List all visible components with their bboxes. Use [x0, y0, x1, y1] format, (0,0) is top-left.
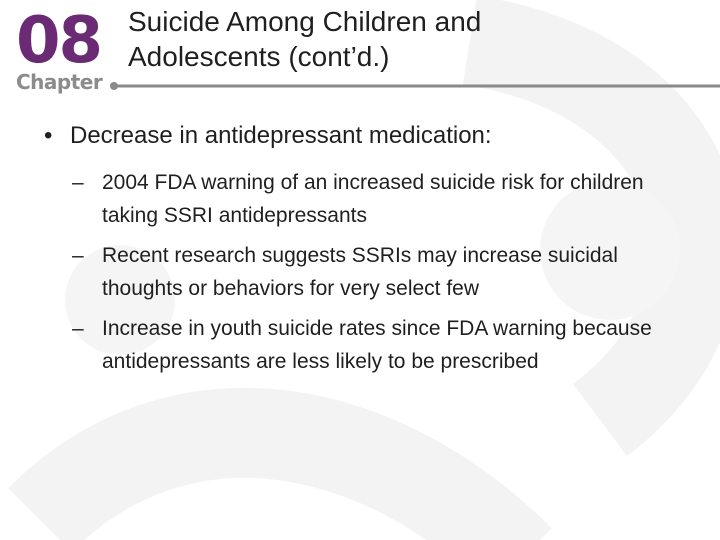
- sub-bullet-item: – 2004 FDA warning of an increased suici…: [40, 166, 680, 232]
- rule-line: [114, 84, 720, 88]
- bullet-marker: •: [44, 122, 53, 149]
- dash-marker: –: [72, 317, 84, 340]
- sub-bullet-item: – Recent research suggests SSRIs may inc…: [40, 239, 680, 305]
- sub-bullet-text: Recent research suggests SSRIs may incre…: [102, 244, 618, 300]
- chapter-label: Chapter: [16, 70, 103, 94]
- sub-bullet-text: Increase in youth suicide rates since FD…: [102, 317, 652, 373]
- main-bullet-text: Decrease in antidepressant medication:: [70, 122, 492, 149]
- title-underline-rule: [110, 82, 720, 90]
- dash-marker: –: [72, 244, 84, 267]
- chapter-badge: 08 Chapter: [14, 6, 104, 98]
- dash-marker: –: [72, 171, 84, 194]
- main-bullet: • Decrease in antidepressant medication:: [40, 118, 680, 154]
- slide-title: Suicide Among Children and Adolescents (…: [128, 6, 482, 72]
- sub-bullet-list: – 2004 FDA warning of an increased suici…: [40, 166, 680, 378]
- slide-content: • Decrease in antidepressant medication:…: [40, 118, 680, 385]
- sub-bullet-text: 2004 FDA warning of an increased suicide…: [102, 171, 644, 227]
- sub-bullet-item: – Increase in youth suicide rates since …: [40, 312, 680, 378]
- chapter-number: 08: [16, 4, 103, 78]
